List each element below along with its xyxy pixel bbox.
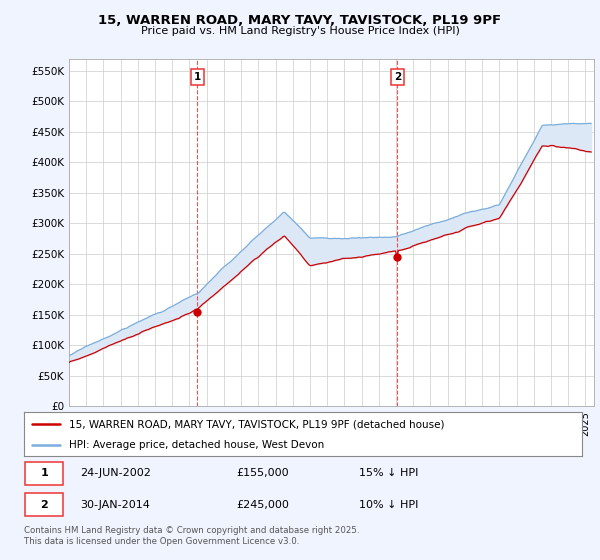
Text: 10% ↓ HPI: 10% ↓ HPI [359,500,418,510]
Text: 1: 1 [40,468,48,478]
Text: HPI: Average price, detached house, West Devon: HPI: Average price, detached house, West… [68,440,324,450]
Text: Contains HM Land Registry data © Crown copyright and database right 2025.
This d: Contains HM Land Registry data © Crown c… [24,526,359,546]
Text: 1: 1 [194,72,201,82]
Text: 2: 2 [40,500,48,510]
Text: £245,000: £245,000 [236,500,289,510]
Text: 2: 2 [394,72,401,82]
Text: 15% ↓ HPI: 15% ↓ HPI [359,468,418,478]
FancyBboxPatch shape [25,493,63,516]
Text: 15, WARREN ROAD, MARY TAVY, TAVISTOCK, PL19 9PF: 15, WARREN ROAD, MARY TAVY, TAVISTOCK, P… [98,14,502,27]
Text: £155,000: £155,000 [236,468,289,478]
Text: 24-JUN-2002: 24-JUN-2002 [80,468,151,478]
FancyBboxPatch shape [25,462,63,484]
Text: 15, WARREN ROAD, MARY TAVY, TAVISTOCK, PL19 9PF (detached house): 15, WARREN ROAD, MARY TAVY, TAVISTOCK, P… [68,419,444,429]
Text: Price paid vs. HM Land Registry's House Price Index (HPI): Price paid vs. HM Land Registry's House … [140,26,460,36]
Text: 30-JAN-2014: 30-JAN-2014 [80,500,149,510]
